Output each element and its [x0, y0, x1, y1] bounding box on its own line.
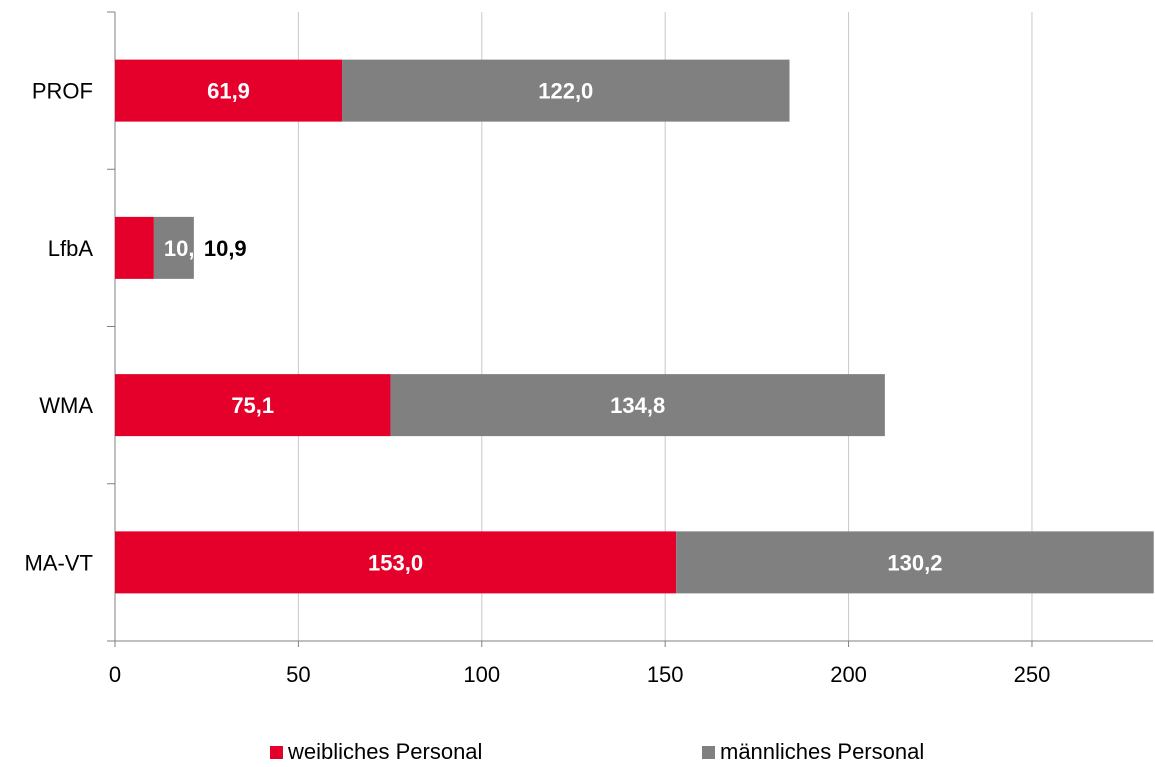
- category-labels: PROF LfbA WMA MA-VT: [25, 79, 94, 576]
- legend-swatch-female: [270, 745, 283, 759]
- bar-segment: [115, 59, 343, 122]
- category-label: MA-VT: [25, 550, 93, 575]
- x-tick-labels: 0 50 100 150 200 250: [109, 662, 1050, 687]
- x-tick-label: 0: [109, 662, 121, 687]
- data-label: 153,0: [368, 550, 423, 575]
- legend-label-female: weibliches Personal: [288, 739, 483, 764]
- data-labels: 61,9 122,0 10,610,9 75,1 134,8 153,0 130,2: [164, 79, 943, 576]
- bar-segment: [342, 59, 790, 122]
- legend-label-male: männliches Personal: [720, 739, 925, 764]
- bar-chart: 61,9 122,0 10,610,9 75,1 134,8 153,0 130,2 PRO…: [25, 11, 1154, 687]
- data-label: 10,9: [204, 236, 247, 261]
- x-tick-label: 100: [463, 662, 500, 687]
- category-label: LfbA: [48, 236, 94, 261]
- bar-segment: [115, 374, 391, 437]
- bars: [115, 59, 1154, 594]
- data-label: 122,0: [538, 79, 593, 104]
- legend-item-male: männliches Personal: [702, 737, 924, 767]
- bar-segment: [676, 531, 1154, 594]
- legend-item-female: weibliches Personal: [270, 737, 482, 767]
- x-tick-label: 200: [830, 662, 867, 687]
- legend-swatch-male: [702, 745, 715, 759]
- bar-segment: [115, 216, 154, 279]
- bar-segment: [153, 216, 194, 279]
- category-label: WMA: [39, 393, 93, 418]
- x-tick-label: 250: [1014, 662, 1051, 687]
- data-label: 75,1: [231, 393, 274, 418]
- x-tick-label: 50: [286, 662, 310, 687]
- data-label: 10,6: [164, 236, 207, 261]
- data-label: 130,2: [887, 550, 942, 575]
- data-label: 61,9: [207, 79, 250, 104]
- bar-segment: [390, 374, 885, 437]
- x-tick-label: 150: [647, 662, 684, 687]
- category-label: PROF: [32, 79, 93, 104]
- bar-segment: [115, 531, 677, 594]
- data-label: 134,8: [610, 393, 665, 418]
